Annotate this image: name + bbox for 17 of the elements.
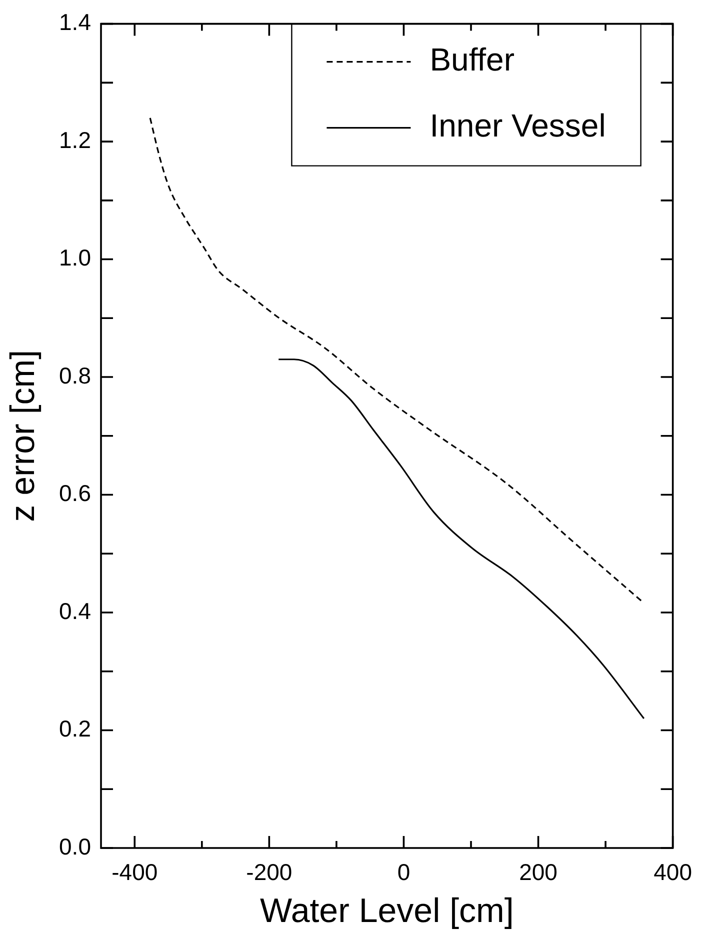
x-tick-label: 200	[519, 859, 558, 886]
x-tick-label: -400	[112, 859, 158, 886]
y-tick-label: 0.4	[59, 598, 92, 624]
legend-label: Inner Vessel	[430, 108, 606, 144]
y-tick-label: 1.4	[59, 9, 92, 36]
y-tick-label: 0.6	[59, 480, 91, 506]
y-tick-label: 0.0	[59, 833, 91, 860]
y-axis-title: z error [cm]	[4, 350, 42, 522]
y-tick-label: 1.2	[59, 126, 91, 153]
y-tick-label: 0.2	[59, 716, 91, 742]
x-tick-label: -200	[246, 859, 292, 886]
x-axis-title: Water Level [cm]	[260, 892, 514, 930]
y-tick-label: 0.8	[59, 362, 91, 388]
y-tick-label: 1.0	[59, 244, 91, 271]
x-tick-label: 400	[654, 859, 692, 886]
legend-label: Buffer	[430, 42, 515, 78]
x-tick-label: 0	[397, 859, 410, 886]
